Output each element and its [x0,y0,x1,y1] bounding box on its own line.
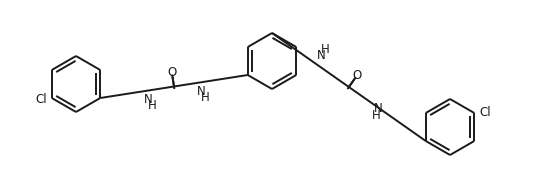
Text: H: H [200,91,209,104]
Text: N: N [374,101,382,115]
Text: Cl: Cl [479,105,491,118]
Text: H: H [320,43,330,56]
Text: O: O [352,69,362,82]
Text: H: H [147,99,156,112]
Text: N: N [197,85,205,98]
Text: Cl: Cl [35,93,47,105]
Text: N: N [317,49,325,62]
Text: N: N [143,93,152,106]
Text: H: H [371,108,380,122]
Text: O: O [167,66,176,79]
